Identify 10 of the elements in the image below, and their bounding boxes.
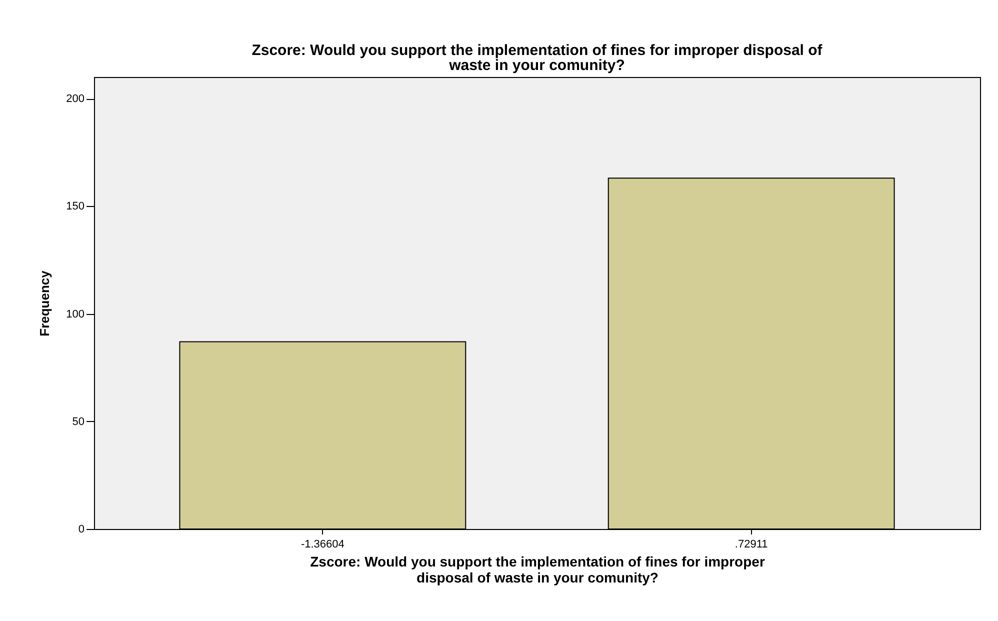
y-tick-label: 150	[66, 200, 84, 213]
y-tick-label: 100	[66, 308, 84, 320]
x-tick-label: .72911	[734, 538, 768, 550]
y-tick-label: 50	[72, 416, 84, 428]
chart-title: Zscore: Would you support the implementation of fines for improper disposal of waste in your comunity?	[252, 42, 824, 74]
y-axis-title: Frequency	[37, 270, 52, 336]
y-tick-label: 0	[78, 524, 84, 536]
y-tick-label: 200	[66, 93, 84, 106]
x-tick-label: -1.36604	[300, 538, 344, 550]
x-axis-title: Zscore: Would you support the implementation of fines for improper disposal of waste in your comunity?	[310, 554, 766, 586]
